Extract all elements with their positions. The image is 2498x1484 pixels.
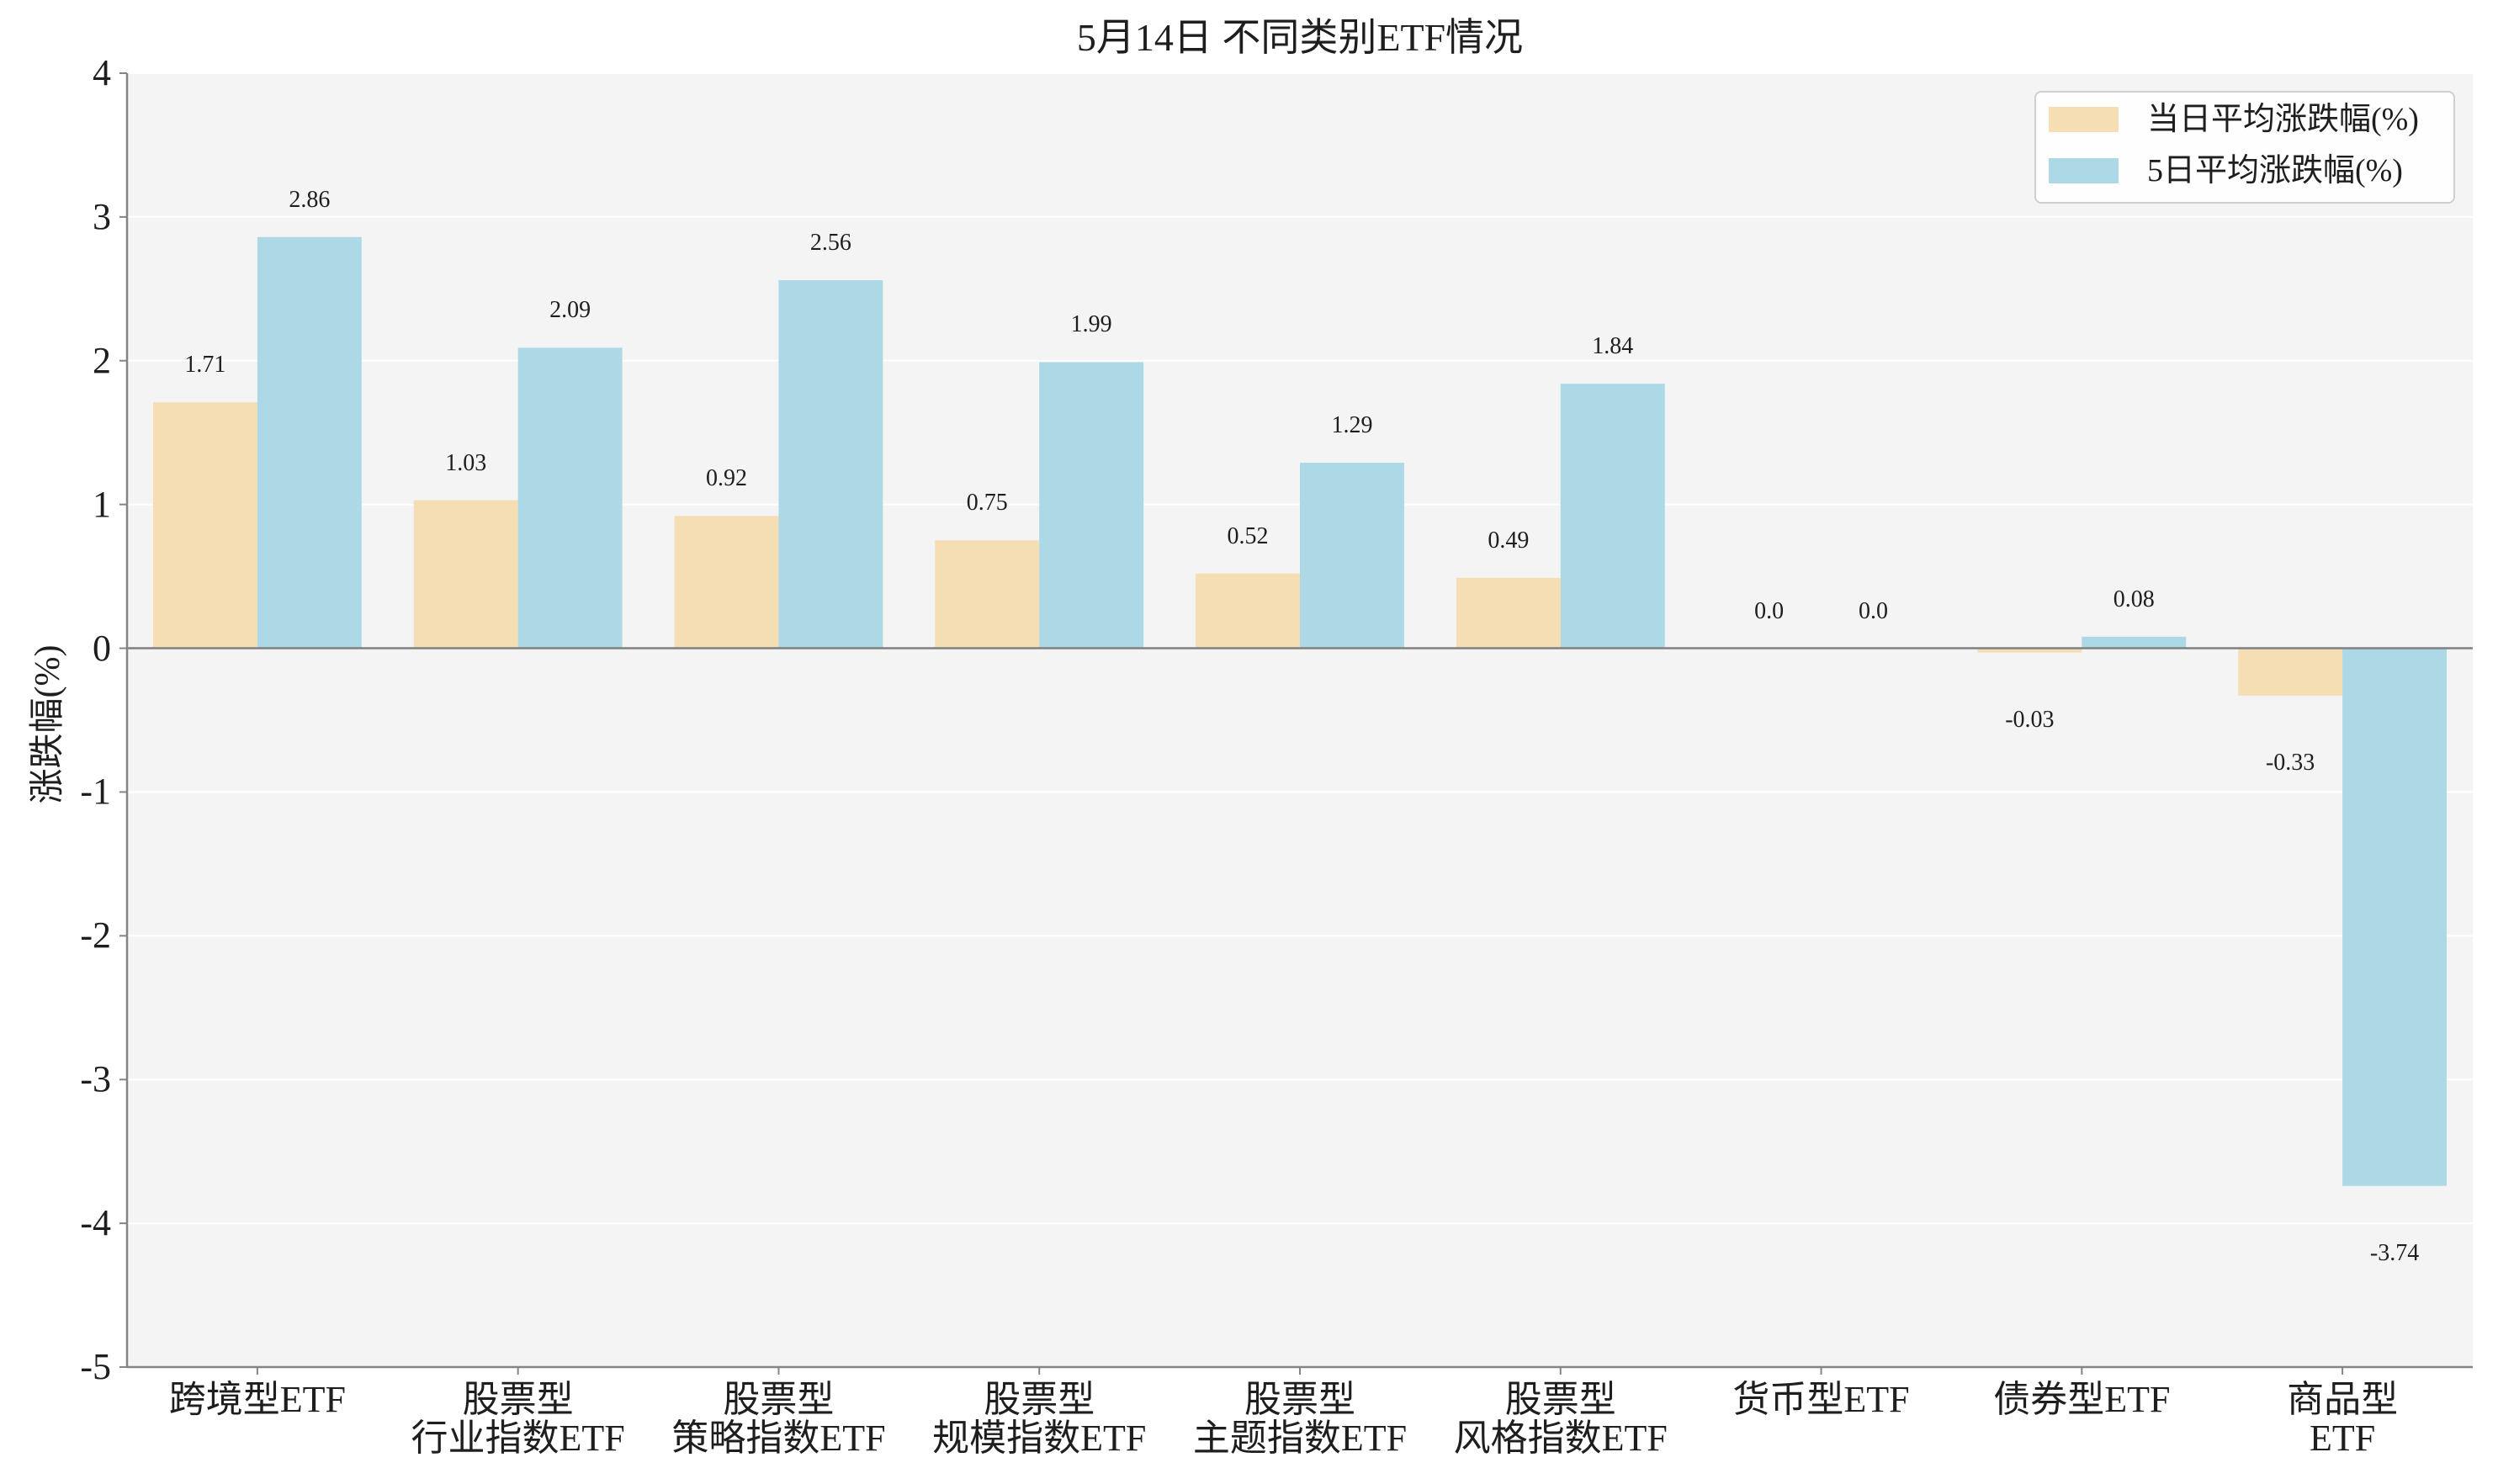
y-tick-label-6: -2 <box>80 914 111 957</box>
bar-daily-avg-change-7 <box>1977 648 2082 653</box>
x-tick-label-6: 货币型ETF <box>1732 1379 1910 1420</box>
x-tick-label-4: 股票型 主题指数ETF <box>1192 1379 1408 1459</box>
data-label-daily-avg-change-0: 1.71 <box>184 352 226 379</box>
y-tick-label-8: -4 <box>80 1202 111 1244</box>
data-label-five-day-avg-change-3: 1.99 <box>1070 311 1112 338</box>
bar-five-day-avg-change-3 <box>1039 362 1144 649</box>
y-tick-label-0: 4 <box>93 52 111 93</box>
x-tick-label-7: 债券型ETF <box>1993 1379 2171 1420</box>
data-label-daily-avg-change-2: 0.92 <box>705 465 747 492</box>
legend-swatch-daily-avg-change <box>2049 107 2119 132</box>
legend: 当日平均涨跌幅(%) 5日平均涨跌幅(%) <box>2034 91 2455 204</box>
bar-five-day-avg-change-0 <box>257 236 362 649</box>
y-tick-label-1: 3 <box>93 195 111 237</box>
data-label-five-day-avg-change-8: -3.74 <box>2369 1239 2420 1266</box>
bar-five-day-avg-change-5 <box>1560 384 1665 649</box>
data-label-five-day-avg-change-7: 0.08 <box>2113 586 2155 612</box>
x-tick-label-8: 商品型ETF <box>2287 1379 2399 1459</box>
bar-daily-avg-change-2 <box>674 516 779 649</box>
bar-daily-avg-change-3 <box>935 540 1040 649</box>
legend-label-daily-avg-change: 当日平均涨跌幅(%) <box>2147 102 2419 137</box>
data-label-five-day-avg-change-0: 2.86 <box>289 186 331 213</box>
data-label-five-day-avg-change-2: 2.56 <box>809 230 851 257</box>
legend-label-five-day-avg-change: 5日平均涨跌幅(%) <box>2147 153 2403 188</box>
x-tick-label-0: 跨境型ETF <box>168 1379 346 1420</box>
bar-five-day-avg-change-7 <box>2082 636 2187 649</box>
y-tick-label-4: 0 <box>93 627 111 669</box>
data-label-five-day-avg-change-6: 0.0 <box>1859 597 1888 624</box>
legend-entry-five-day-avg-change: 5日平均涨跌幅(%) <box>2036 151 2403 190</box>
chart-title: 5月14日 不同类别ETF情况 <box>1076 16 1524 59</box>
data-label-five-day-avg-change-4: 1.29 <box>1331 412 1373 439</box>
bar-daily-avg-change-4 <box>1196 573 1300 649</box>
data-label-daily-avg-change-1: 1.03 <box>445 449 487 476</box>
bar-daily-avg-change-5 <box>1456 577 1561 649</box>
data-label-daily-avg-change-6: 0.0 <box>1754 597 1785 624</box>
bar-daily-avg-change-0 <box>152 402 257 649</box>
data-label-daily-avg-change-3: 0.75 <box>966 490 1008 517</box>
axes <box>119 72 2473 1375</box>
x-tick-label-2: 股票型 策略指数ETF <box>671 1379 886 1459</box>
legend-swatch-five-day-avg-change <box>2049 158 2119 183</box>
data-label-daily-avg-change-5: 0.49 <box>1488 527 1530 554</box>
data-label-five-day-avg-change-1: 2.09 <box>549 297 591 324</box>
y-tick-label-5: -1 <box>80 771 111 813</box>
y-tick-label-3: 1 <box>93 483 111 525</box>
legend-entry-daily-avg-change: 当日平均涨跌幅(%) <box>2036 100 2419 139</box>
x-tick-label-3: 股票型 规模指数ETF <box>932 1379 1147 1459</box>
data-label-daily-avg-change-8: -0.33 <box>2265 749 2315 776</box>
bars <box>152 236 2448 1186</box>
x-tick-label-5: 股票型 风格指数ETF <box>1453 1379 1668 1459</box>
y-tick-label-2: 2 <box>93 339 111 381</box>
bar-five-day-avg-change-1 <box>517 347 623 649</box>
plot-background-layer <box>127 73 2473 1367</box>
plot-background <box>127 73 2473 1367</box>
data-label-daily-avg-change-7: -0.03 <box>2005 706 2055 733</box>
y-tick-label-7: -3 <box>80 1058 111 1100</box>
x-tick-label-1: 股票型 行业指数ETF <box>411 1379 625 1459</box>
bar-five-day-avg-change-4 <box>1300 463 1404 649</box>
bar-five-day-avg-change-8 <box>2342 648 2448 1186</box>
data-label-daily-avg-change-4: 0.52 <box>1227 522 1269 549</box>
bar-five-day-avg-change-2 <box>778 280 883 649</box>
bar-daily-avg-change-8 <box>2238 648 2343 696</box>
y-tick-label-9: -5 <box>80 1346 111 1387</box>
y-axis-label: 涨跌幅(%) <box>29 644 67 804</box>
data-label-five-day-avg-change-5: 1.84 <box>1592 333 1634 360</box>
bar-daily-avg-change-1 <box>413 500 518 649</box>
